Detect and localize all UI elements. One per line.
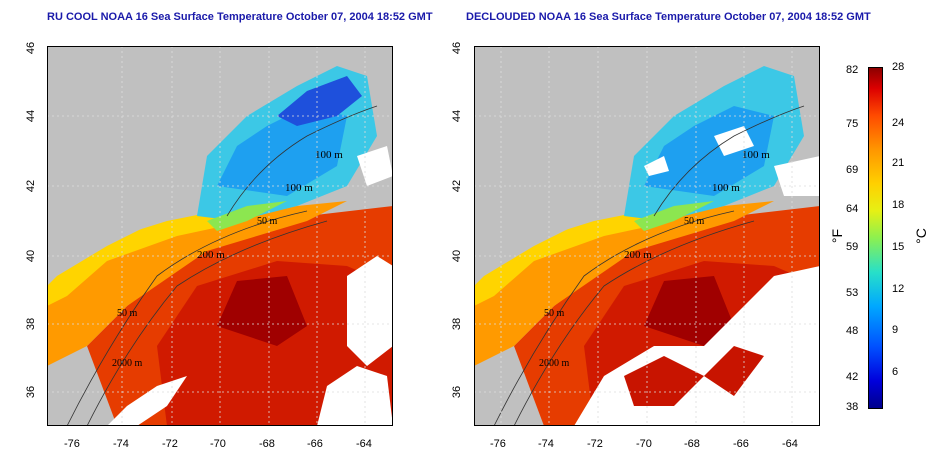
left-sst-image: 100 m 100 m 50 m 200 m 50 m 2000 m xyxy=(47,46,393,426)
right-y-tick: 42 xyxy=(451,179,463,193)
left-contour-label: 2000 m xyxy=(112,358,143,369)
left-contour-label: 50 m xyxy=(257,216,278,227)
temperature-colorbar xyxy=(868,67,883,409)
left-x-tick: -66 xyxy=(307,438,323,450)
left-sst-map: 100 m 100 m 50 m 200 m 50 m 2000 m xyxy=(47,46,393,426)
right-map-title: DECLOUDED NOAA 16 Sea Surface Temperatur… xyxy=(466,11,871,23)
colorbar-f-tick: 38 xyxy=(846,401,859,413)
colorbar-f-tick: 75 xyxy=(846,118,859,130)
right-contour-label: 200 m xyxy=(624,249,652,261)
left-contour-label: 100 m xyxy=(315,149,343,161)
right-y-tick: 44 xyxy=(451,109,463,123)
right-y-tick: 38 xyxy=(451,317,463,331)
colorbar-c-tick: 15 xyxy=(892,241,905,253)
right-y-tick: 40 xyxy=(451,249,463,263)
left-y-tick: 38 xyxy=(25,317,37,331)
colorbar-f-tick: 48 xyxy=(846,325,859,337)
right-sst-map: 100 m 100 m 50 m 200 m 50 m 2000 m xyxy=(474,46,820,426)
colorbar-c-tick: 24 xyxy=(892,117,905,129)
colorbar-c-tick: 28 xyxy=(892,61,905,73)
left-x-tick: -76 xyxy=(64,438,80,450)
left-y-tick: 44 xyxy=(25,109,37,123)
right-x-tick: -68 xyxy=(684,438,700,450)
colorbar-c-tick: 18 xyxy=(892,199,905,211)
unit-fahrenheit-label: °F xyxy=(829,228,846,244)
right-x-tick: -66 xyxy=(733,438,749,450)
left-y-tick: 40 xyxy=(25,249,37,263)
colorbar-f-tick: 69 xyxy=(846,164,859,176)
colorbar-c-tick: 12 xyxy=(892,283,905,295)
left-x-tick: -70 xyxy=(210,438,226,450)
left-x-tick: -74 xyxy=(113,438,129,450)
left-y-tick: 42 xyxy=(25,179,37,193)
right-contour-label: 50 m xyxy=(544,308,565,319)
colorbar-f-tick: 59 xyxy=(846,241,859,253)
colorbar-f-tick: 64 xyxy=(846,203,859,215)
colorbar-f-tick: 42 xyxy=(846,371,859,383)
left-map-title: RU COOL NOAA 16 Sea Surface Temperature … xyxy=(47,11,433,23)
right-contour-label: 2000 m xyxy=(539,358,570,369)
right-x-tick: -76 xyxy=(490,438,506,450)
right-x-tick: -70 xyxy=(636,438,652,450)
right-contour-label: 100 m xyxy=(742,149,770,161)
right-x-tick: -72 xyxy=(587,438,603,450)
right-y-tick: 36 xyxy=(451,385,463,399)
right-sst-image: 100 m 100 m 50 m 200 m 50 m 2000 m xyxy=(474,46,820,426)
right-contour-label: 100 m xyxy=(712,182,740,194)
left-x-tick: -64 xyxy=(356,438,372,450)
right-contour-label: 50 m xyxy=(684,216,705,227)
left-x-tick: -72 xyxy=(162,438,178,450)
colorbar-c-tick: 6 xyxy=(892,366,899,378)
left-contour-label: 50 m xyxy=(117,308,138,319)
left-x-tick: -68 xyxy=(259,438,275,450)
left-y-tick: 46 xyxy=(25,41,37,55)
unit-celsius-label: °C xyxy=(912,228,929,244)
right-y-tick: 46 xyxy=(451,41,463,55)
colorbar-f-tick: 53 xyxy=(846,287,859,299)
colorbar-f-tick: 82 xyxy=(846,64,859,76)
right-x-tick: -74 xyxy=(538,438,554,450)
right-x-tick: -64 xyxy=(782,438,798,450)
colorbar-c-tick: 9 xyxy=(892,324,899,336)
left-contour-label: 100 m xyxy=(285,182,313,194)
left-y-tick: 36 xyxy=(25,385,37,399)
colorbar-c-tick: 21 xyxy=(892,157,905,169)
left-contour-label: 200 m xyxy=(197,249,225,261)
